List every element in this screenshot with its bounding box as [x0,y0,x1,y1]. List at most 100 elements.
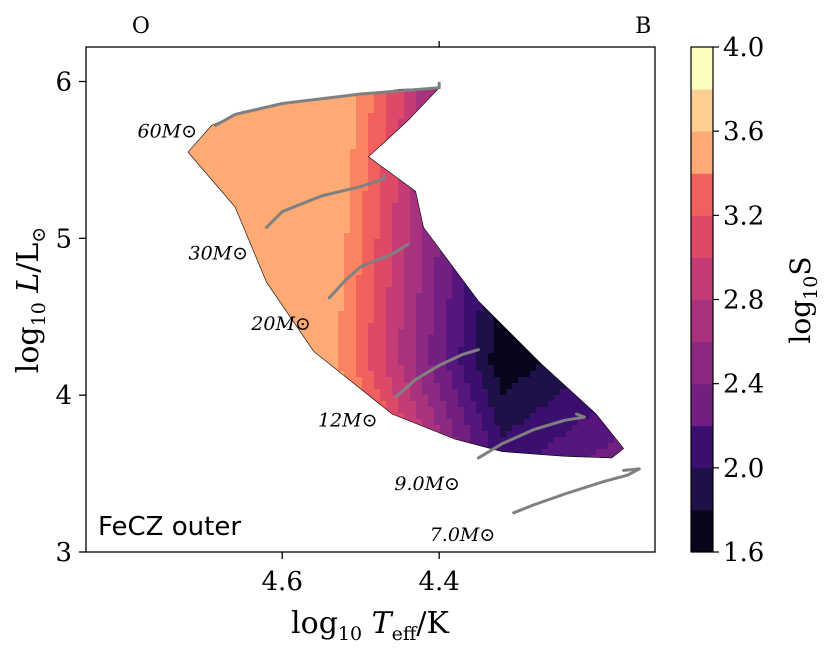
field-cell [320,281,327,288]
field-cell [410,329,417,336]
field-cell [242,203,249,210]
field-cell [320,341,327,348]
field-cell [368,227,375,234]
field-cell [284,167,291,174]
field-cell [404,227,411,234]
field-cell [308,119,315,126]
field-cell [350,263,357,270]
field-cell [380,101,387,108]
field-cell [338,185,345,192]
field-cell [404,329,411,336]
field-cell [356,287,363,294]
field-cell [254,137,261,144]
field-cell [416,269,423,276]
field-cell [308,215,315,222]
field-cell [290,101,297,108]
field-cell [272,281,279,288]
field-cell [242,155,249,162]
field-cell [386,323,393,330]
field-cell [272,263,279,270]
field-cell [392,227,399,234]
field-cell [386,119,393,126]
field-cell [368,143,375,150]
field-cell [236,143,243,150]
field-cell [380,269,387,276]
field-cell [284,197,291,204]
field-cell [314,143,321,150]
field-cell [374,335,381,342]
field-cell [320,299,327,306]
field-cell [392,377,399,384]
field-cell [332,101,339,108]
field-cell [416,317,423,324]
field-cell [434,383,441,390]
field-cell [308,203,315,210]
field-cell [254,185,261,192]
field-cell [332,305,339,312]
field-cell [302,191,309,198]
field-cell [200,137,207,144]
field-cell [272,203,279,210]
field-cell [362,113,369,120]
field-cell [284,227,291,234]
field-cell [284,257,291,264]
field-cell [320,263,327,270]
field-cell [386,227,393,234]
field-cell [218,143,225,150]
field-cell [398,347,405,354]
field-cell [368,191,375,198]
field-cell [284,125,291,132]
field-cell [314,107,321,114]
field-cell [302,149,309,156]
field-cell [308,269,315,276]
field-cell [308,113,315,120]
field-cell [188,149,195,156]
field-cell [338,353,345,360]
field-cell [260,119,267,126]
field-cell [428,419,435,426]
field-cell [380,197,387,204]
field-cell [308,185,315,192]
field-cell [398,215,405,222]
field-cell [428,299,435,306]
field-cell [296,305,303,312]
field-cell [314,149,321,156]
field-cell [350,335,357,342]
field-cell [260,209,267,216]
field-cell [404,335,411,342]
field-cell [374,113,381,120]
field-cell [338,275,345,282]
field-cell [392,251,399,258]
field-cell [368,245,375,252]
field-cell [356,329,363,336]
field-cell [272,221,279,228]
field-cell [290,269,297,276]
field-cell [344,299,351,306]
field-cell [314,227,321,234]
field-cell [380,251,387,258]
field-cell [428,293,435,300]
field-cell [332,137,339,144]
field-cell [368,329,375,336]
field-cell [416,101,423,108]
field-cell [296,215,303,222]
field-cell [320,305,327,312]
field-cell [320,335,327,342]
field-cell [386,131,393,138]
field-cell [242,143,249,150]
field-cell [290,161,297,168]
field-cell [326,269,333,276]
field-cell [254,113,261,120]
field-cell [218,161,225,168]
field-cell [416,215,423,222]
field-cell [338,197,345,204]
field-cell [386,335,393,342]
field-cell [320,287,327,294]
field-cell [290,281,297,288]
field-cell [398,101,405,108]
field-cell [338,95,345,102]
field-cell [302,317,309,324]
field-cell [368,107,375,114]
field-cell [374,341,381,348]
field-cell [356,245,363,252]
